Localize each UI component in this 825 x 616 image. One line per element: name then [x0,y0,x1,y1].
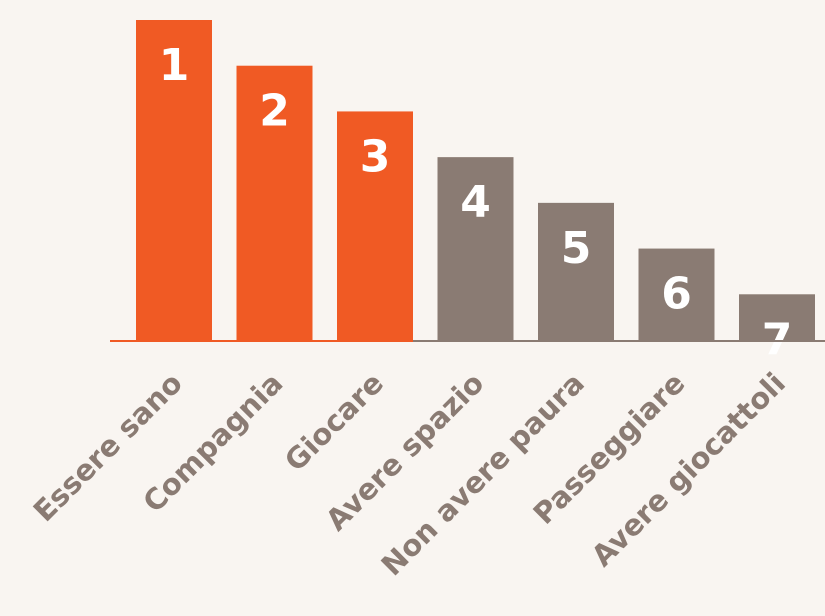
bar-data-label: 1 [159,40,190,91]
category-label: Avere giocattoli [585,366,792,573]
bar-3 [337,111,413,340]
bar-data-label: 5 [561,223,592,274]
bar-data-label: 4 [460,177,491,228]
bar-data-label: 3 [360,131,391,182]
bar-6 [638,248,715,340]
bar-1 [136,20,212,340]
bar-data-label: 6 [661,269,692,320]
bar-7 [739,294,815,340]
bar-5 [538,202,614,340]
bar-4 [437,157,514,340]
bars-group: 1 2 3 4 5 6 7 [136,20,815,365]
bar-data-label: 2 [259,86,290,137]
bar-2 [236,65,313,340]
bar-data-label: 7 [762,314,793,365]
